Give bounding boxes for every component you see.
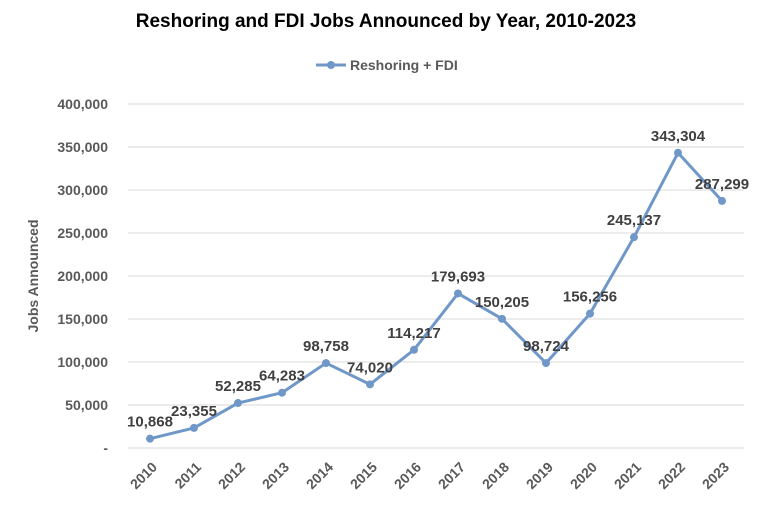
- data-label: 287,299: [695, 176, 749, 193]
- data-label: 156,256: [563, 289, 617, 306]
- y-tick-label: 350,000: [57, 139, 108, 155]
- data-point: [718, 196, 726, 205]
- y-tick-label: 200,000: [57, 268, 108, 284]
- x-tick-label: 2011: [171, 459, 204, 492]
- y-tick-label: 300,000: [57, 182, 108, 198]
- x-tick-label: 2022: [655, 459, 688, 492]
- x-tick-label: 2016: [391, 459, 424, 492]
- chart-title: Reshoring and FDI Jobs Announced by Year…: [136, 11, 637, 32]
- y-tick-label: 50,000: [65, 397, 108, 413]
- x-tick-label: 2021: [611, 459, 644, 492]
- gridlines: [128, 103, 744, 449]
- data-label: 64,283: [259, 368, 305, 385]
- data-label: 343,304: [651, 128, 706, 145]
- x-tick-label: 2017: [435, 459, 468, 492]
- data-label: 23,355: [171, 403, 217, 420]
- y-tick-label: 250,000: [57, 225, 108, 241]
- data-point: [498, 314, 506, 323]
- data-label: 74,020: [347, 359, 393, 376]
- data-point: [366, 380, 374, 389]
- x-tick-label: 2010: [127, 459, 160, 492]
- data-label: 179,693: [431, 268, 485, 285]
- data-point: [454, 289, 462, 298]
- y-tick-label: 100,000: [57, 354, 108, 370]
- data-point: [586, 309, 594, 318]
- legend-marker: [327, 61, 335, 69]
- x-tick-label: 2015: [347, 459, 380, 492]
- data-point: [630, 233, 638, 242]
- data-label: 150,205: [475, 294, 529, 311]
- series-reshoring-fdi: [146, 148, 726, 443]
- x-tick-label: 2020: [567, 459, 600, 492]
- data-label: 10,868: [127, 414, 173, 431]
- data-point: [674, 148, 682, 157]
- legend: Reshoring + FDI: [316, 57, 458, 73]
- data-point: [234, 399, 242, 408]
- legend-label: Reshoring + FDI: [350, 57, 458, 73]
- data-point: [278, 388, 286, 397]
- data-point: [542, 359, 550, 368]
- data-point: [410, 345, 418, 354]
- data-label: 52,285: [215, 378, 261, 395]
- data-point: [190, 423, 198, 432]
- x-tick-label: 2019: [523, 459, 556, 492]
- x-tick-label: 2012: [215, 459, 248, 492]
- data-point: [146, 434, 154, 443]
- x-tick-label: 2014: [303, 459, 336, 492]
- data-label: 114,217: [387, 325, 440, 342]
- series-line: [149, 151, 724, 441]
- x-tick-label: 2023: [699, 459, 732, 492]
- y-axis-label: Jobs Announced: [25, 219, 41, 332]
- data-label: 245,137: [607, 212, 661, 229]
- y-tick-label: 400,000: [57, 96, 108, 112]
- x-tick-label: 2018: [479, 459, 512, 492]
- y-axis-ticks: - 50,000 100,000 150,000 200,000 250,000 300,0…: [57, 96, 108, 456]
- y-tick-label: 150,000: [57, 311, 108, 327]
- y-tick-label: -: [103, 440, 108, 456]
- data-point: [322, 359, 330, 368]
- x-axis-ticks: 2010 2011 2012 2013 2014 2015 2016 2017 2018 2019…: [127, 459, 732, 492]
- data-label: 98,758: [303, 338, 349, 355]
- x-tick-label: 2013: [259, 459, 292, 492]
- data-label: 98,724: [523, 338, 570, 355]
